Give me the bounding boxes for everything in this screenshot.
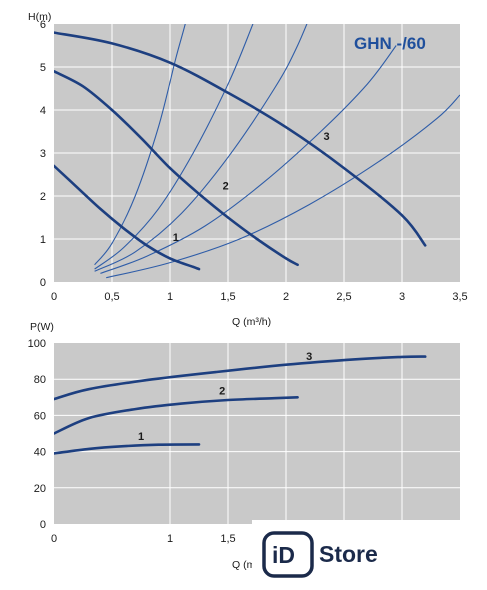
series-1-line [54, 164, 201, 271]
head-axis-title: H(m) [28, 11, 51, 23]
series-2-line [54, 70, 299, 267]
system-curve-1 [94, 24, 186, 266]
y-tick-label: 100 [28, 338, 46, 350]
y-tick-label: 4 [40, 105, 46, 117]
x-tick-label: 2,5 [336, 291, 351, 303]
power-axis-title: P(W) [30, 321, 54, 333]
curve-label-2: 2 [219, 386, 225, 398]
y-tick-label: 3 [40, 148, 46, 160]
system-curve-5 [106, 94, 460, 279]
logo-text-id: iD [272, 542, 295, 568]
x-tick-label: 1,5 [220, 533, 235, 545]
x-tick-label: 2 [283, 291, 289, 303]
head-x-axis-title: Q (m³/h) [232, 316, 271, 328]
power-grid [54, 343, 460, 524]
y-tick-label: 0 [40, 277, 46, 289]
power-plot-area [54, 343, 460, 524]
power-series [54, 355, 427, 455]
system-curves [94, 24, 460, 279]
y-tick-label: 1 [40, 234, 46, 246]
y-tick-label: 60 [34, 410, 46, 422]
x-tick-label: 3,5 [452, 291, 467, 303]
y-tick-label: 20 [34, 483, 46, 495]
curve-label-3: 3 [306, 351, 312, 363]
idstore-logo: iD Store [262, 531, 378, 578]
x-tick-label: 3 [399, 291, 405, 303]
model-title: GHN -/60 [354, 34, 426, 53]
y-tick-label: 2 [40, 191, 46, 203]
x-tick-label: 0 [51, 291, 57, 303]
series-2-line [54, 396, 299, 435]
curve-label-2: 2 [223, 181, 229, 193]
y-tick-label: 40 [34, 447, 46, 459]
logo-text-store: Store [319, 541, 378, 567]
series-3-line [54, 355, 427, 401]
system-curve-4 [100, 45, 397, 274]
series-1-line [54, 443, 201, 455]
logo-badge [262, 531, 314, 578]
y-tick-label: 6 [40, 19, 46, 31]
x-tick-label: 0 [51, 533, 57, 545]
system-curve-2 [94, 24, 254, 270]
series-3-line [54, 31, 427, 247]
head-chart: 0 0,5 1 1,5 2 2,5 3 3,5 0 1 2 3 4 5 6 1 2 3 H(m) Q (m³/h… [28, 11, 468, 328]
power-curve-labels: 1 2 3 [138, 351, 312, 443]
y-tick-label: 5 [40, 62, 46, 74]
curve-label-1: 1 [173, 232, 179, 244]
y-tick-label: 80 [34, 374, 46, 386]
x-tick-label: 1 [167, 533, 173, 545]
head-curve-labels: 1 2 3 [173, 131, 330, 244]
curve-label-3: 3 [324, 131, 330, 143]
x-tick-label: 1 [167, 291, 173, 303]
x-tick-label: 1,5 [220, 291, 235, 303]
curve-label-1: 1 [138, 431, 144, 443]
system-curve-3 [94, 24, 308, 272]
y-tick-label: 0 [40, 519, 46, 531]
head-series [54, 31, 427, 271]
head-ticks: 0 0,5 1 1,5 2 2,5 3 3,5 0 1 2 3 4 5 6 [40, 19, 468, 303]
x-tick-label: 0,5 [104, 291, 119, 303]
